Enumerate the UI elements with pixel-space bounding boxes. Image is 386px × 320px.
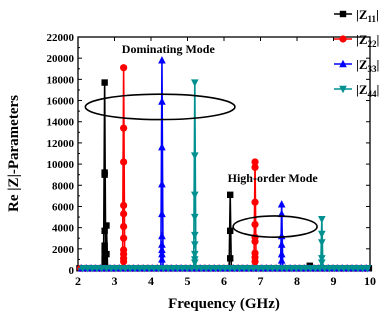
data-point [101,242,108,249]
x-tick-label: 2 [75,274,81,288]
data-point [120,234,128,242]
data-point [158,56,166,64]
data-point [318,255,326,263]
data-point [120,257,128,266]
data-point [101,79,108,86]
y-tick-label: 22000 [47,32,75,44]
legend-marker [339,85,347,94]
data-point [318,230,326,239]
data-point [158,97,166,105]
data-point [277,240,286,248]
x-tick-label: 8 [294,274,300,288]
data-point [158,209,166,218]
x-tick-label: 5 [185,274,191,288]
x-tick-label: 3 [112,274,118,288]
data-point [191,79,199,87]
data-point [191,191,199,200]
x-tick-label: 9 [331,274,337,288]
data-point [191,241,199,249]
data-point [251,163,259,171]
data-point [251,237,259,246]
mode-ellipse [232,215,318,238]
legend-marker [339,59,347,68]
data-point [120,64,128,72]
data-point [277,256,286,264]
data-point [158,142,166,151]
data-point [191,231,199,240]
legend-entry-z33: |Z33| [334,57,379,74]
plot-frame [77,36,371,271]
data-point [120,201,128,209]
data-point [191,259,199,267]
data-point [101,171,108,178]
legend-label: |Z22| [356,32,379,49]
data-point [158,231,166,240]
data-point [120,210,128,218]
data-point [101,260,108,267]
data-point [103,222,110,229]
data-point [158,255,166,263]
x-tick-label: 7 [258,274,264,288]
series-z44 [78,79,372,273]
y-tick-label: 12000 [47,138,75,150]
x-axis-label: Frequency (GHz) [168,296,280,312]
y-tick-label: 14000 [47,117,75,129]
baseline-marker [363,265,372,273]
legend-marker [339,10,347,18]
y-tick-label: 18000 [47,74,75,86]
data-point [120,222,128,231]
data-point [277,231,286,240]
data-point [318,215,326,224]
legend-entry-z11: |Z11| [334,7,379,24]
data-point [103,250,110,258]
data-point [191,250,199,259]
y-tick-label: 8000 [52,180,75,192]
annotation-label: Dominating Mode [122,42,216,56]
legend-entry-z22: |Z22| [334,32,379,49]
data-point [277,249,286,258]
data-point [227,191,234,199]
data-point [120,124,128,132]
data-point [251,220,259,229]
y-tick-label: 0 [69,265,75,277]
series-z11 [76,79,373,272]
data-point [277,200,286,208]
legend-label: |Z44| [356,82,379,99]
data-point [191,152,199,160]
data-point [158,245,166,254]
x-tick-label: 4 [148,274,154,288]
data-point [318,239,326,247]
data-point [251,198,259,206]
legend-marker [339,35,347,43]
y-tick-label: 16000 [47,96,75,108]
data-point [251,257,259,266]
data-point [318,259,326,267]
y-tick-label: 6000 [52,201,75,213]
data-point [158,180,166,188]
legend-entry-z44: |Z44| [334,82,379,99]
y-tick-label: 2000 [52,244,75,256]
data-point [158,249,166,258]
data-point [101,227,108,235]
y-tick-label: 10000 [47,159,75,171]
annotation-label: High-order Mode [228,171,319,185]
x-tick-label: 10 [364,274,376,288]
data-point [191,213,199,222]
data-point [227,227,234,235]
data-point [277,209,286,218]
data-point [251,158,259,166]
x-tick-label: 6 [221,274,227,288]
data-point [120,158,128,166]
y-tick-label: 4000 [52,223,75,235]
y-axis-label: Re |Z|-Parameters [6,95,22,212]
y-tick-label: 20000 [47,53,75,65]
data-point [158,240,166,248]
mode-ellipse [84,93,236,121]
data-point [227,255,234,262]
legend-label: |Z11| [356,7,379,24]
legend-label: |Z33| [356,57,379,74]
